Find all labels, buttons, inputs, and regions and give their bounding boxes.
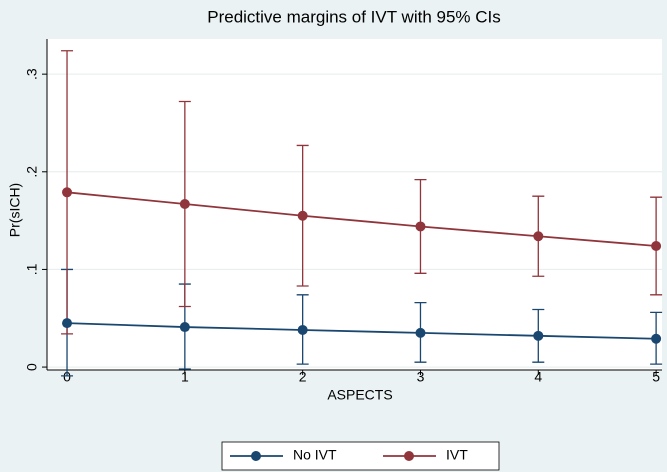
point: [297, 210, 308, 221]
x-tick-label: 2: [299, 369, 307, 385]
x-axis-title: ASPECTS: [327, 387, 392, 403]
x-tick-label: 5: [652, 369, 660, 385]
point: [415, 327, 426, 338]
y-tick-label: .2: [24, 166, 40, 178]
point: [179, 322, 190, 333]
legend-label: IVT: [446, 447, 468, 463]
point: [415, 221, 426, 232]
point: [533, 231, 544, 242]
plot-area: [47, 39, 662, 370]
point: [62, 187, 73, 198]
x-tick-label: 4: [534, 369, 542, 385]
point: [651, 333, 662, 344]
point: [533, 330, 544, 341]
y-tick-label: .3: [24, 68, 40, 80]
y-tick-label: 0: [24, 363, 40, 371]
point: [62, 318, 73, 329]
series-line: [66, 191, 657, 247]
legend-marker: [404, 451, 414, 461]
y-axis-title: Pr(sICH): [7, 183, 23, 237]
point: [651, 240, 662, 251]
series-line: [66, 322, 657, 340]
point: [297, 324, 308, 335]
x-tick-label: 3: [417, 369, 425, 385]
y-tick-label: .1: [24, 263, 40, 275]
x-tick-label: 1: [181, 369, 189, 385]
legend-label: No IVT: [293, 447, 337, 463]
x-tick-label: 0: [63, 369, 71, 385]
legend-marker: [251, 451, 261, 461]
point: [179, 199, 190, 210]
chart-title: Predictive margins of IVT with 95% CIs: [207, 7, 501, 26]
